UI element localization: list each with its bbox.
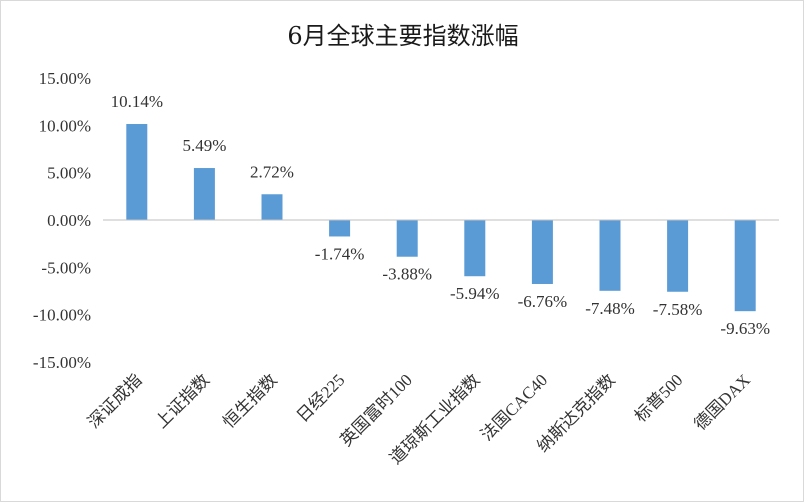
bars [126, 124, 756, 312]
data-label: -9.63% [720, 319, 770, 338]
x-tick-label: 日经225 [293, 370, 349, 426]
y-tick-label: 0.00% [47, 211, 91, 230]
y-tick-label: -10.00% [33, 306, 91, 325]
x-tick-label: 恒生指数 [219, 370, 281, 432]
bar [667, 220, 689, 292]
bar [126, 124, 148, 220]
data-label: -7.48% [585, 299, 635, 318]
y-tick-label: 10.00% [39, 116, 91, 135]
y-tick-label: -5.00% [41, 258, 91, 277]
bar [329, 220, 351, 237]
bar [464, 220, 486, 277]
x-axis: 深证成指 上证指数 恒生指数 日经225英国富时100道琼斯工业指数法国CAC40纳斯… [84, 370, 754, 468]
y-axis: 15.00% 10.00% 5.00% 0.00% -5.00% -10.00% -15.0… [33, 69, 91, 372]
data-label: -6.76% [518, 292, 568, 311]
x-tick-label: 上证指数 [152, 370, 214, 432]
data-label: 5.49% [182, 136, 226, 155]
x-tick-label: 深证成指 [84, 370, 146, 432]
bar [396, 220, 418, 257]
bar [531, 220, 553, 284]
chart-title: 6月全球主要指数涨幅 [287, 22, 518, 50]
x-tick-label: 德国DAX [690, 370, 754, 434]
y-tick-label: -15.00% [33, 353, 91, 372]
data-label: -1.74% [315, 244, 365, 263]
data-label: -7.58% [653, 300, 703, 319]
x-tick-label: 法国CAC40 [477, 370, 551, 444]
x-tick-label: 标普500 [631, 370, 687, 426]
data-label: -5.94% [450, 284, 500, 303]
bar [193, 168, 215, 220]
y-tick-label: 5.00% [47, 164, 91, 183]
bar [261, 194, 283, 220]
y-tick-label: 15.00% [39, 69, 91, 88]
data-label: 10.14% [111, 92, 163, 111]
data-label: -3.88% [382, 265, 432, 284]
data-labels: 10.14% 5.49% 2.72% -1.74% -3.88% -5.94% -6.76%… [111, 92, 770, 338]
data-label: 2.72% [250, 162, 294, 181]
bar [599, 220, 621, 291]
bar [734, 220, 756, 312]
